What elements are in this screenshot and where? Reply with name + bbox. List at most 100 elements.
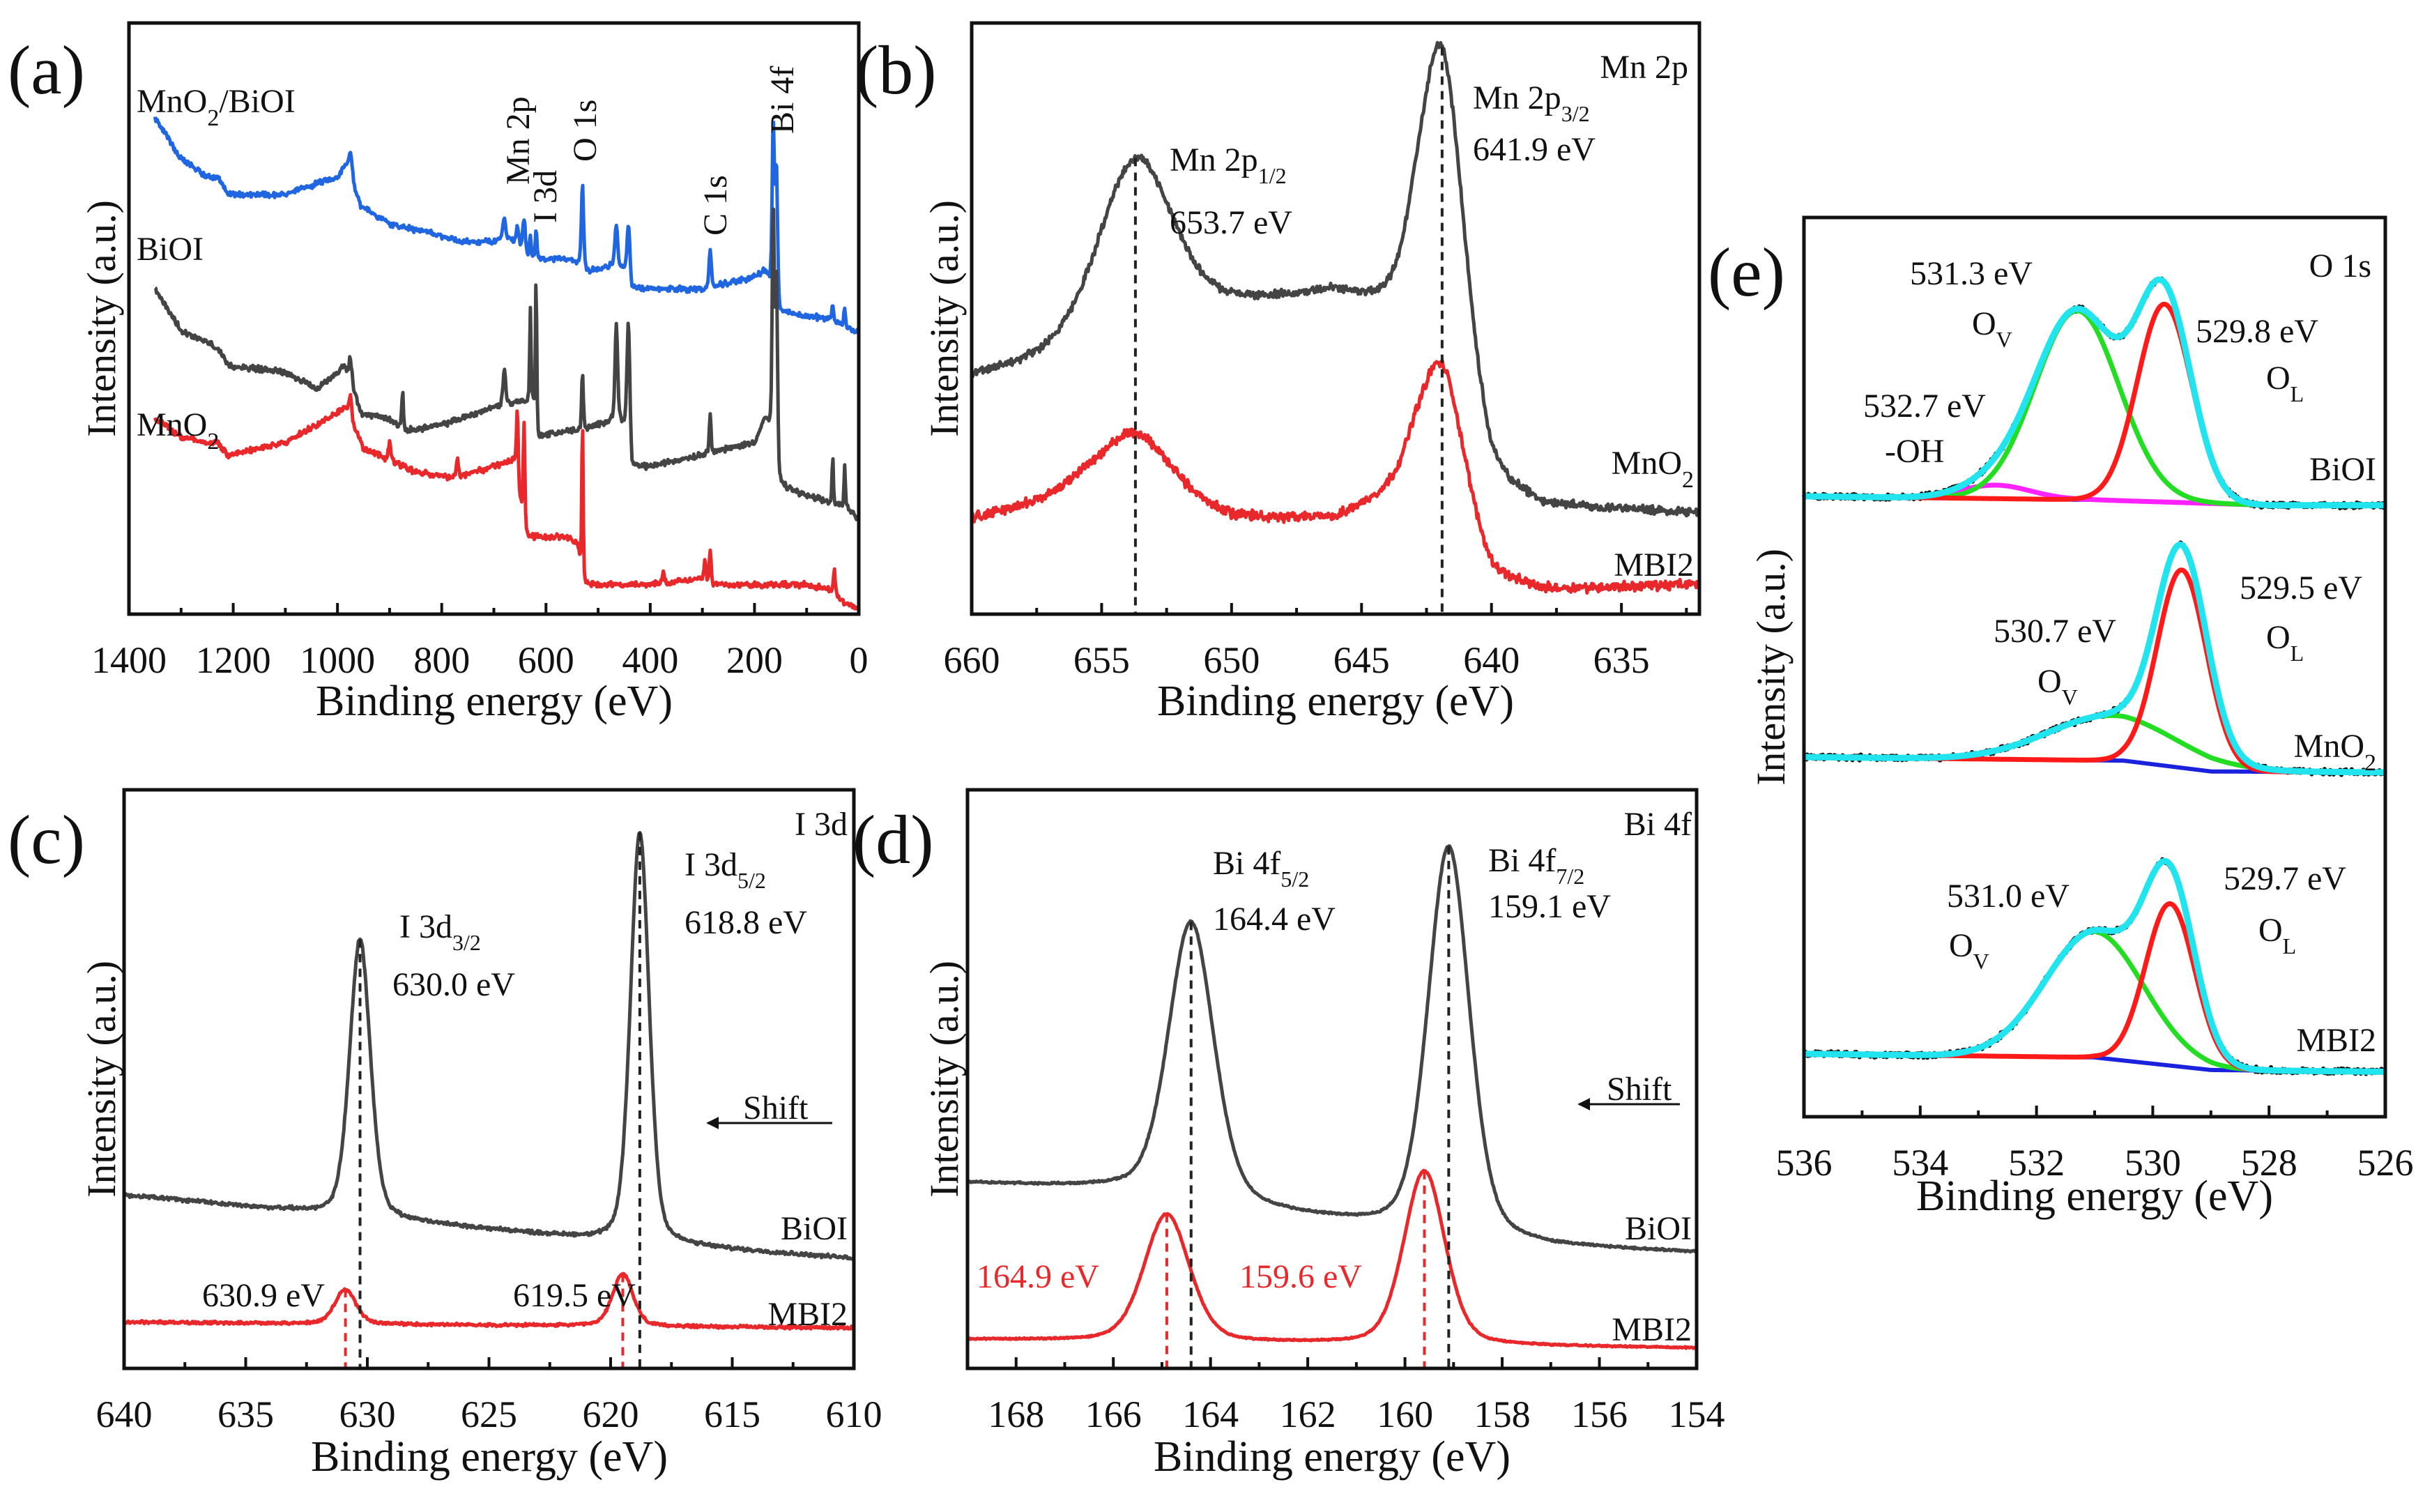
spectrum-line-0 — [122, 831, 855, 1262]
x-axis-title-c: Binding energy (eV) — [311, 1433, 668, 1481]
series-label-bioi: BiOI — [781, 1210, 848, 1247]
x-tick-label: 625 — [461, 1393, 517, 1435]
x-tick-label: 650 — [1203, 639, 1260, 681]
plot-area-0: 1400 1200 1000 800 600 400 200 0 — [91, 21, 869, 681]
plot-area-4: 536 534 532 530 528 526 — [1776, 215, 2414, 1184]
x-axis-title-a: Binding energy (eV) — [316, 678, 673, 725]
panel-label-c: (c) — [8, 801, 85, 878]
x-tick-label: 1000 — [300, 639, 375, 681]
x-tick-label: 660 — [944, 639, 1000, 681]
species-ol-bioi: OL — [2266, 360, 2304, 406]
x-tick-label: 620 — [583, 1393, 639, 1435]
x-axis-title-e: Binding energy (eV) — [1916, 1173, 2273, 1220]
species-ov-mno2: OV — [2037, 663, 2078, 710]
shift-label: Shift — [743, 1090, 809, 1127]
panel-c: (c) Binding energy (eV) Intensity (a.u.)… — [8, 801, 848, 1481]
spectrum-line-1 — [122, 1272, 855, 1331]
peak-energy-i3d52: 618.8 eV — [685, 904, 807, 941]
plots-layer: 1400 1200 1000 800 600 400 200 0 660 655 650 645 640… — [91, 21, 2414, 1435]
peak-energy-mn2p12: 653.7 eV — [1170, 204, 1292, 241]
series-label-mbi2: MBI2 — [767, 1296, 848, 1333]
energy-ol-bioi: 529.8 eV — [2196, 313, 2318, 350]
peak-label-bi4f: Bi 4f — [764, 66, 801, 134]
panel-d: (d) Binding energy (eV) Intensity (a.u.)… — [852, 801, 1692, 1481]
x-tick-label: 1400 — [91, 639, 167, 681]
energy-ov-mno2: 530.7 eV — [1994, 613, 2116, 650]
peak-energy-i3d32: 630.0 eV — [392, 966, 515, 1003]
x-tick-label: 610 — [826, 1393, 882, 1435]
peak-energy-mn2p32: 641.9 eV — [1473, 131, 1596, 168]
x-tick-label: 528 — [2241, 1142, 2297, 1184]
y-axis-title-e: Intensity (a.u.) — [1748, 549, 1794, 786]
plot-frame — [127, 21, 861, 616]
series-label-mno2: MnO2 — [137, 406, 219, 455]
y-axis-title-c: Intensity (a.u.) — [79, 961, 124, 1198]
x-tick-label: 158 — [1474, 1393, 1531, 1435]
panel-label-d: (d) — [852, 801, 934, 878]
x-tick-label: 600 — [518, 639, 574, 681]
spectrum-line-0 — [970, 40, 1701, 518]
spectrum-line-1 — [966, 1168, 1698, 1350]
fit-envelope-line — [1801, 276, 2388, 509]
series-label-mno2-bioi: MnO2/BiOI — [137, 83, 296, 131]
panel-label-a: (a) — [8, 31, 85, 109]
x-tick-label: 635 — [217, 1393, 274, 1435]
x-tick-label: 534 — [1892, 1142, 1948, 1184]
peak-label-i3d52: I 3d5/2 — [685, 846, 766, 893]
spectrum-line-1 — [970, 358, 1701, 595]
plot-frame — [970, 21, 1701, 616]
panel-label-b: (b) — [855, 31, 937, 109]
x-tick-label: 0 — [850, 639, 869, 681]
x-axis-title-b: Binding energy (eV) — [1157, 678, 1514, 725]
species-oh-bioi: -OH — [1885, 433, 1944, 470]
panel-title-b: Mn 2p — [1600, 49, 1688, 86]
peak-label-mn2p12: Mn 2p1/2 — [1170, 142, 1287, 188]
species-ol-mbi2: OL — [2258, 912, 2296, 959]
panel-title-d: Bi 4f — [1624, 806, 1692, 843]
species-ov-mbi2: OV — [1949, 927, 1989, 974]
series-label-mbi2: MBI2 — [1612, 1311, 1692, 1348]
peak-energy-mbi2-1: 164.9 eV — [977, 1258, 1099, 1295]
x-tick-label: 156 — [1571, 1393, 1628, 1435]
x-tick-label: 162 — [1280, 1393, 1336, 1435]
x-tick-label: 800 — [413, 639, 470, 681]
panel-title-e: O 1s — [2309, 247, 2371, 284]
panel-label-e: (e) — [1708, 234, 1785, 311]
peak-label-o1s: O 1s — [567, 100, 604, 162]
x-tick-label: 655 — [1073, 639, 1130, 681]
sample-label-mno2: MnO2 — [2294, 728, 2376, 776]
spectrum-line-1 — [154, 207, 860, 521]
panel-b: (b) Binding energy (eV) Intensity (a.u.)… — [855, 31, 1694, 725]
fit-envelope-line — [1801, 541, 2388, 776]
plot-frame — [965, 788, 1699, 1370]
species-ov-bioi: OV — [1972, 305, 2012, 352]
spectrum-line-0 — [153, 116, 861, 335]
peak-label-bi4f72: Bi 4f7/2 — [1488, 842, 1584, 889]
peak-energy-mbi2-1: 630.9 eV — [202, 1277, 325, 1314]
plot-frame — [122, 788, 856, 1370]
peak-label-mn2p: Mn 2p — [500, 96, 537, 185]
y-axis-title-b: Intensity (a.u.) — [921, 200, 967, 437]
x-tick-label: 640 — [1463, 639, 1520, 681]
peak-label-bi4f52: Bi 4f5/2 — [1213, 845, 1309, 892]
peak-label-mn2p32: Mn 2p3/2 — [1473, 79, 1590, 126]
plot-area-1: 660 655 650 645 640 635 — [944, 21, 1701, 681]
series-label-bioi: BiOI — [137, 231, 204, 268]
x-tick-label: 200 — [726, 639, 783, 681]
energy-ol-mno2: 529.5 eV — [2240, 570, 2362, 606]
x-tick-label: 168 — [988, 1393, 1044, 1435]
series-label-mno2: MnO2 — [1612, 445, 1694, 493]
energy-ov-bioi: 531.3 eV — [1910, 255, 2033, 292]
x-tick-label: 630 — [339, 1393, 396, 1435]
peak-energy-mbi2-2: 619.5 eV — [513, 1277, 636, 1314]
peak-label-i3d32: I 3d3/2 — [399, 908, 481, 955]
x-tick-label: 640 — [96, 1393, 153, 1435]
peak-energy-bi4f52: 164.4 eV — [1213, 901, 1336, 938]
sample-label-mbi2: MBI2 — [2296, 1022, 2376, 1059]
x-tick-label: 166 — [1085, 1393, 1142, 1435]
species-ol-mno2: OL — [2266, 619, 2304, 666]
energy-oh-bioi: 532.7 eV — [1863, 388, 1986, 425]
shift-label: Shift — [1607, 1071, 1672, 1108]
y-axis-title-a: Intensity (a.u.) — [79, 200, 124, 437]
